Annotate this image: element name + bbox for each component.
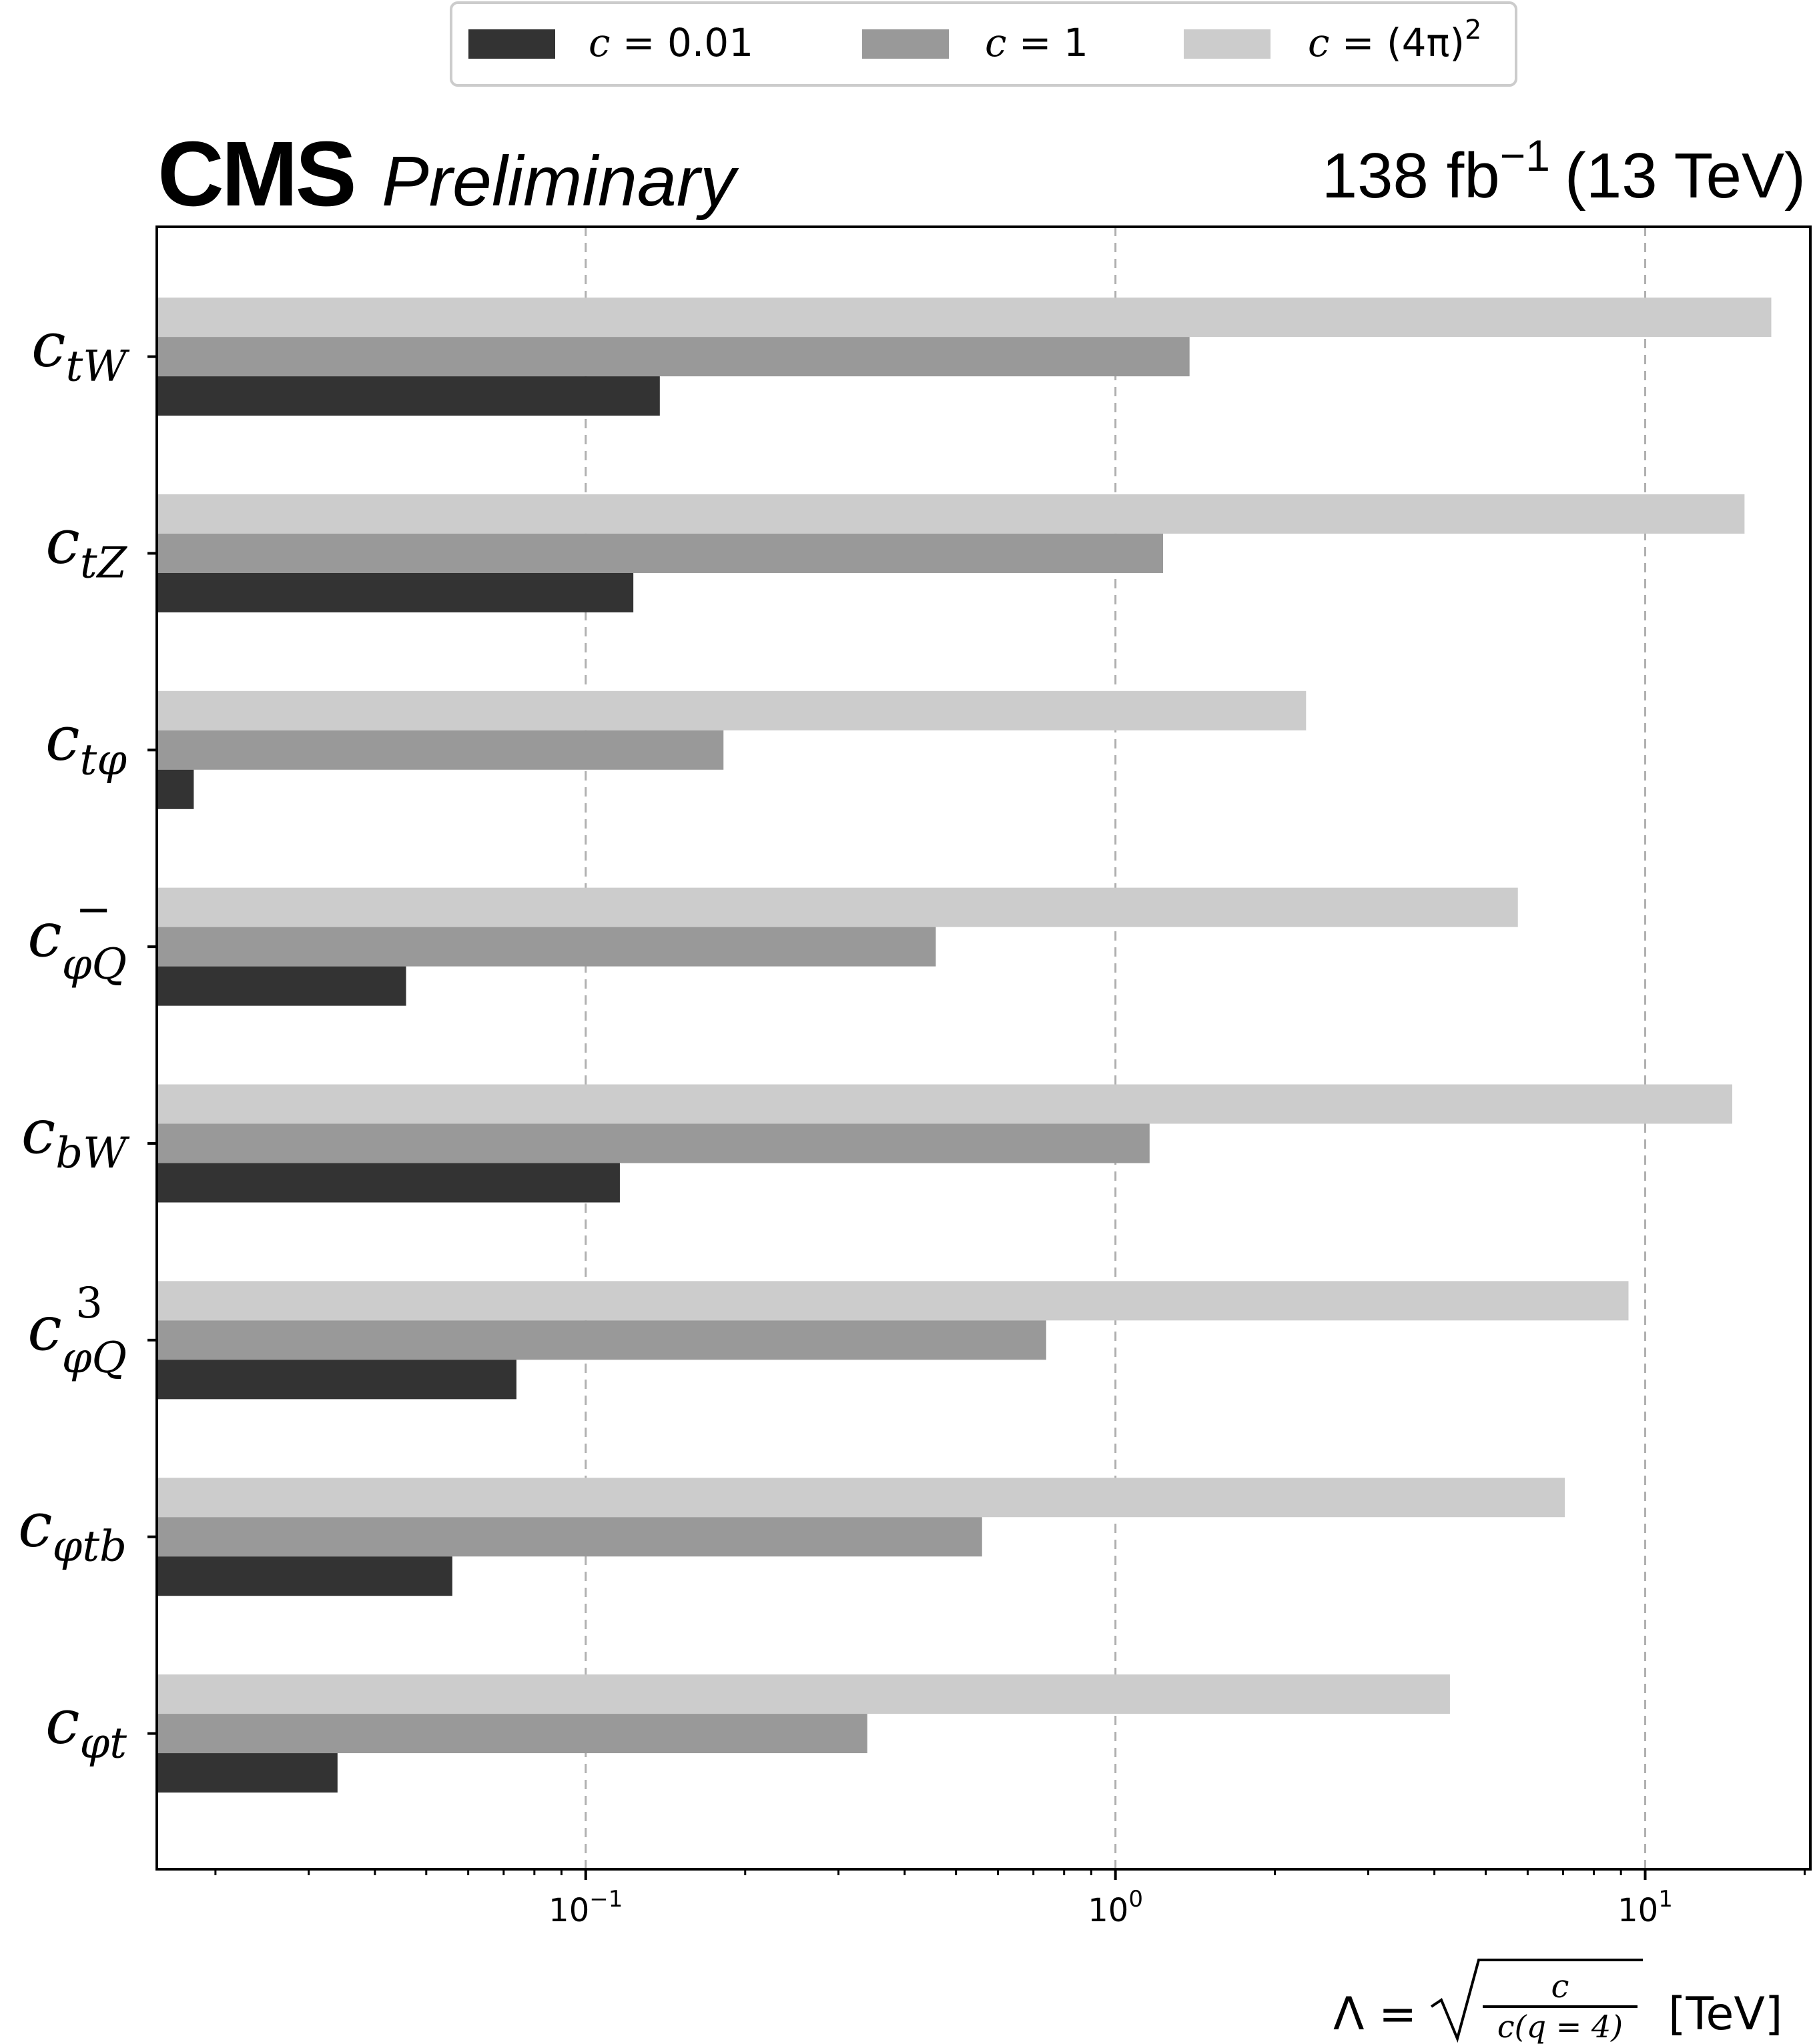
category-label: ctφ xyxy=(45,702,127,785)
plot-frame xyxy=(155,225,1812,1871)
category-label: cbW xyxy=(21,1096,131,1178)
x-tick-label: 10−1 xyxy=(549,1886,623,1929)
x-tick-label: 100 xyxy=(1088,1886,1143,1929)
bar-c-1 xyxy=(157,337,1190,377)
bar-c-0p01 xyxy=(157,1163,620,1203)
lumi-label: 138 fb−1 (13 TeV) xyxy=(1322,131,1806,211)
category-label-superscript: − xyxy=(75,885,111,935)
bar-c-1 xyxy=(157,1714,867,1754)
legend: c = 0.01 c = 1 c = (4π)2 xyxy=(450,1,1517,87)
category-label-superscript: 3 xyxy=(75,1279,103,1328)
ticks xyxy=(147,355,1806,1880)
bar-c-0p01 xyxy=(157,572,634,612)
x-axis-label-denominator: c(q = 4) xyxy=(1497,2009,1623,2044)
category-label: cφQ xyxy=(27,899,127,989)
bar-c-4pi2 xyxy=(157,298,1772,338)
bars xyxy=(157,298,1772,1793)
bar-c-1 xyxy=(157,1320,1046,1360)
bar-c-1 xyxy=(157,533,1164,573)
bar-c-4pi2 xyxy=(157,494,1745,534)
x-axis-label-numerator: c xyxy=(1551,1968,1569,2005)
sqrt-sign-icon xyxy=(1430,1959,1643,2043)
bar-c-4pi2 xyxy=(157,1478,1565,1518)
bar-c-4pi2 xyxy=(157,887,1518,927)
category-label: cφt xyxy=(45,1686,127,1768)
bar-c-4pi2 xyxy=(157,1281,1629,1321)
x-axis-label-unit: [TeV] xyxy=(1668,1988,1782,2041)
category-label: cφQ xyxy=(27,1293,127,1383)
legend-swatch-c-0p01 xyxy=(468,29,555,59)
x-tick-label: 101 xyxy=(1617,1886,1673,1929)
legend-label-c-0p01: c = 0.01 xyxy=(589,20,753,65)
bar-c-4pi2 xyxy=(157,1674,1450,1714)
grid xyxy=(585,227,1647,1869)
legend-label-c-4pi2: c = (4π)2 xyxy=(1308,15,1481,65)
status-label: Preliminary xyxy=(382,142,739,221)
legend-label-c-1: c = 1 xyxy=(985,20,1088,65)
category-label: cφtb xyxy=(18,1490,127,1572)
bar-c-1 xyxy=(157,730,724,770)
bar-c-0p01 xyxy=(157,376,660,416)
bar-c-4pi2 xyxy=(157,690,1307,730)
x-tick-labels: 10−1 100 101 xyxy=(549,1886,1673,1929)
bar-c-0p01 xyxy=(157,966,406,1006)
bar-c-1 xyxy=(157,1123,1150,1163)
bar-c-1 xyxy=(157,1517,982,1557)
bar-c-4pi2 xyxy=(157,1084,1732,1124)
bar-c-1 xyxy=(157,927,936,967)
legend-frame xyxy=(450,1,1517,87)
legend-swatch-c-1 xyxy=(862,29,949,59)
experiment-label: CMS xyxy=(157,123,354,225)
bar-c-0p01 xyxy=(157,1360,516,1400)
x-axis-label-lhs: Λ = xyxy=(1333,1988,1417,2041)
bar-c-0p01 xyxy=(157,769,194,809)
category-label: ctW xyxy=(31,310,130,392)
category-label: ctZ xyxy=(45,506,127,588)
x-axis-label: Λ = c c(q = 4) [TeV] xyxy=(1333,1959,1782,2044)
legend-swatch-c-4pi2 xyxy=(1184,29,1271,59)
bar-c-0p01 xyxy=(157,1556,452,1596)
bar-c-0p01 xyxy=(157,1753,338,1793)
